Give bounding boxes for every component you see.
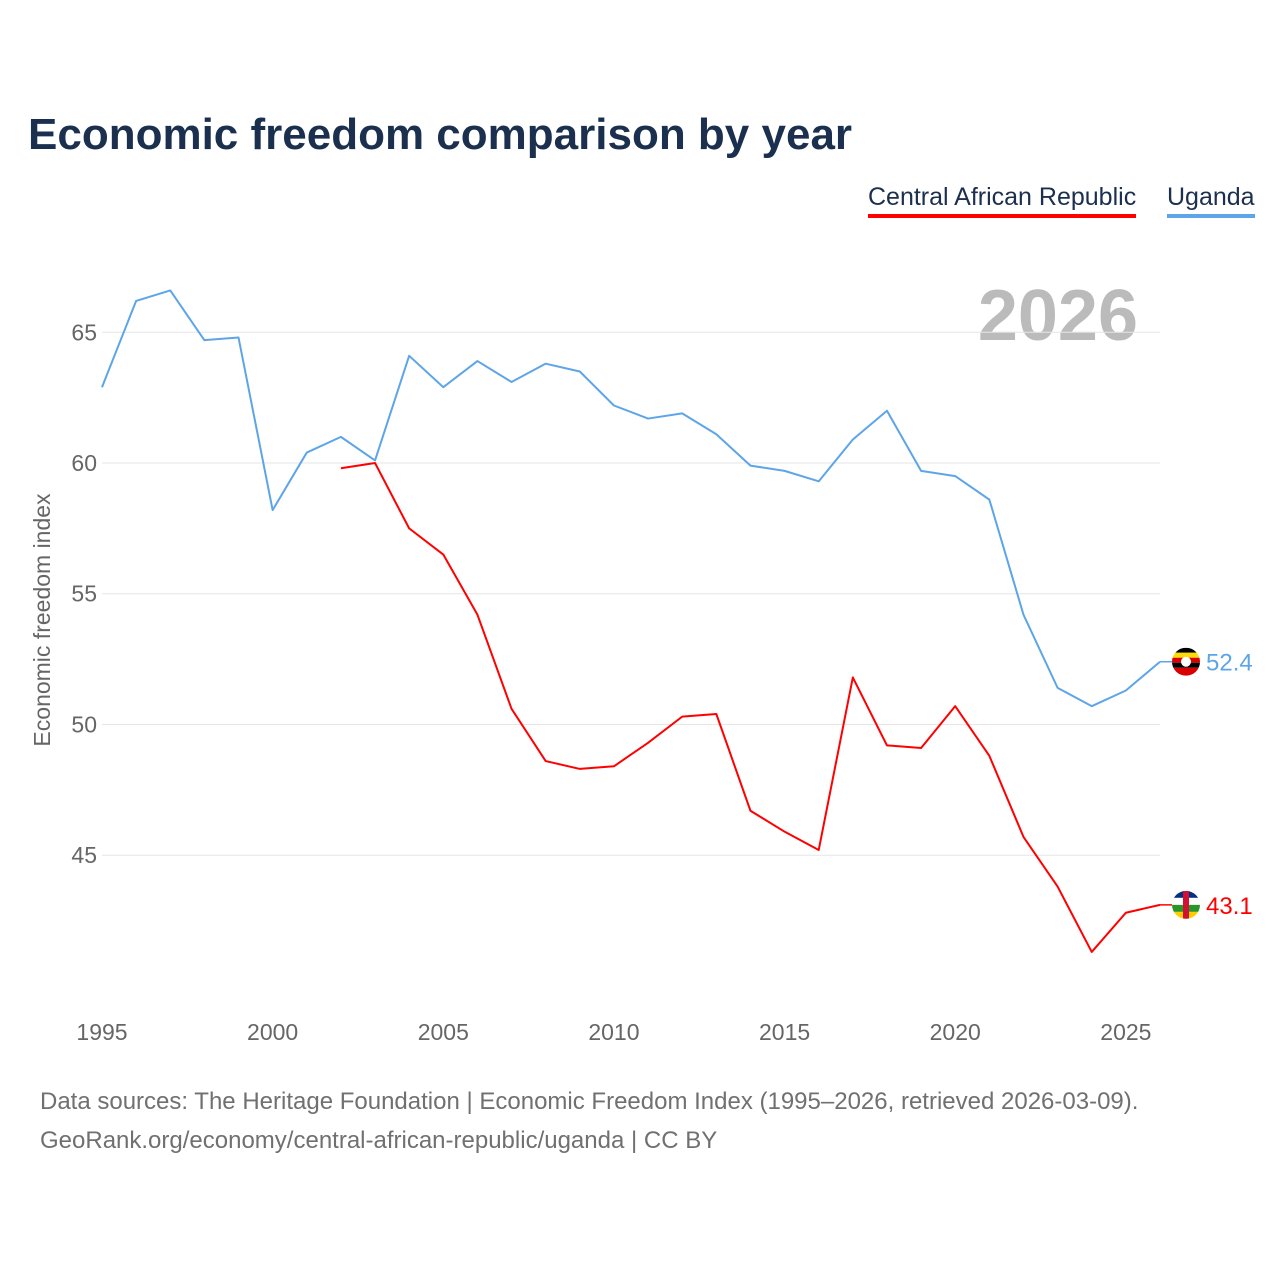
legend-uganda[interactable]: Uganda: [1167, 183, 1255, 218]
y-axis-label: Economic freedom index: [29, 493, 55, 747]
x-tick-label: 2010: [588, 1019, 639, 1045]
x-tick-label: 2000: [247, 1019, 298, 1045]
legend-central-african-republic[interactable]: Central African Republic: [868, 183, 1137, 218]
data-source-text: Data sources: The Heritage Foundation | …: [40, 1088, 1139, 1115]
y-tick-label: 45: [71, 842, 97, 868]
series-line-central-african-republic: [340, 462, 1161, 953]
y-tick-label: 65: [71, 319, 97, 345]
end-value-label: 52.4: [1206, 650, 1253, 677]
x-tick-label: 1995: [76, 1019, 127, 1045]
central-african-republic-flag-icon: [1172, 890, 1200, 919]
x-tick-label: 2025: [1100, 1019, 1151, 1045]
series-line-uganda: [101, 289, 1161, 708]
x-tick-label: 2015: [759, 1019, 810, 1045]
chart-title: Economic freedom comparison by year: [28, 110, 853, 159]
end-value-label: 43.1: [1206, 893, 1253, 920]
x-tick-label: 2020: [930, 1019, 981, 1045]
uganda-flag-icon: [1172, 647, 1200, 676]
y-tick-label: 50: [71, 711, 97, 737]
y-tick-label: 60: [71, 450, 97, 476]
attribution-text: GeoRank.org/economy/central-african-repu…: [40, 1127, 718, 1154]
year-watermark: 2026: [978, 276, 1138, 356]
y-tick-label: 55: [71, 581, 97, 607]
x-tick-label: 2005: [418, 1019, 469, 1045]
